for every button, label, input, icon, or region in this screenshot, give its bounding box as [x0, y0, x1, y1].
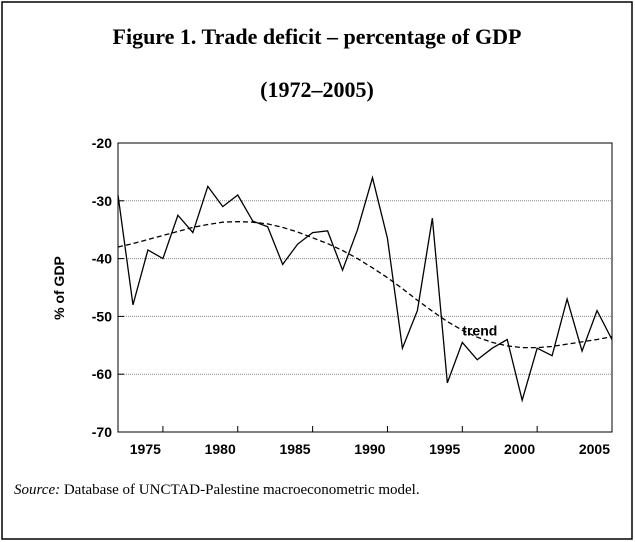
- x-tick-label: 1985: [279, 441, 310, 457]
- title-line: Figure 1. Trade deficit – percentage of …: [113, 24, 522, 49]
- series-annotation: trend: [462, 322, 497, 338]
- plot-frame: [117, 142, 613, 433]
- x-tick-label: 1975: [130, 441, 161, 457]
- title-line: (1972–2005): [260, 77, 374, 102]
- x-tick-label: 1990: [354, 441, 385, 457]
- source-note: Source: Database of UNCTAD-Palestine mac…: [14, 482, 420, 498]
- x-tick-label: 2000: [504, 441, 535, 457]
- y-axis-label: % of GDP: [51, 256, 67, 320]
- y-tick-label: -60: [92, 366, 112, 382]
- series-line: [117, 175, 613, 403]
- x-tick-label: 1980: [205, 441, 236, 457]
- series-line: [117, 220, 613, 349]
- x-tick-label: 2005: [579, 441, 610, 457]
- y-tick-label: -50: [92, 308, 112, 324]
- source-text: Database of UNCTAD-Palestine macroeconom…: [60, 482, 420, 498]
- source-label: Source:: [14, 482, 60, 498]
- x-tick-label: 1995: [429, 441, 460, 457]
- y-tick-label: -30: [92, 193, 112, 209]
- y-tick-label: -20: [92, 135, 112, 151]
- y-tick-label: -70: [92, 424, 112, 440]
- y-tick-label: -40: [92, 251, 112, 267]
